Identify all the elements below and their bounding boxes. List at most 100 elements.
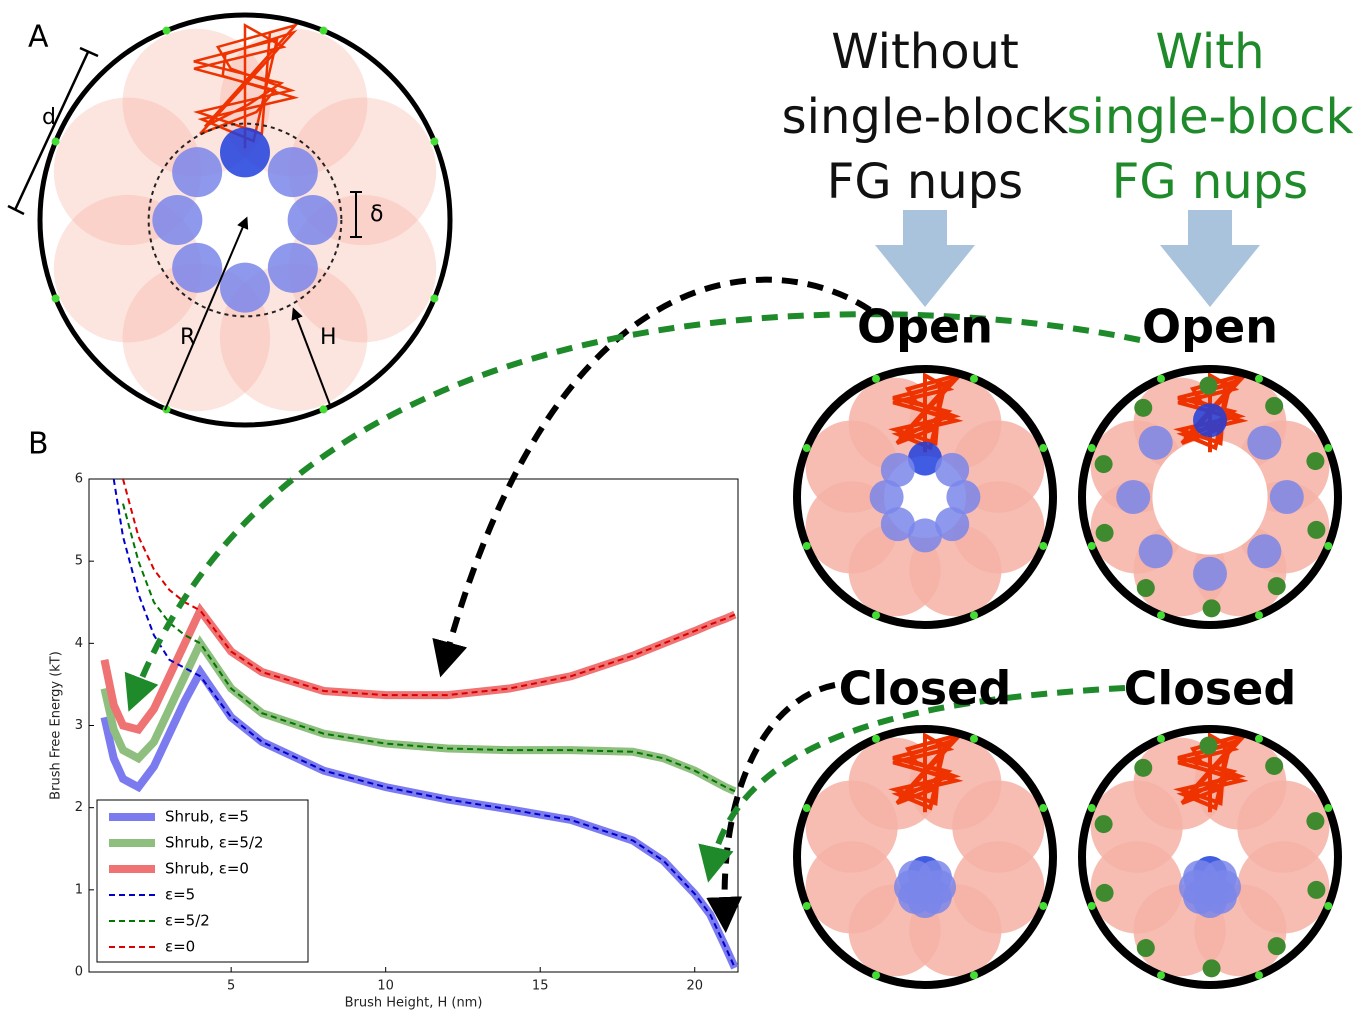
- fg-nup: [1268, 577, 1286, 595]
- x-tick-label: 5: [227, 979, 235, 994]
- panel-label: B: [28, 427, 49, 462]
- anchor: [163, 27, 171, 35]
- anchor: [1255, 611, 1263, 619]
- anchor: [1039, 804, 1047, 812]
- fg-nup: [1265, 757, 1283, 775]
- anchor: [1088, 444, 1096, 452]
- fg-nup: [1134, 399, 1152, 417]
- fg-nup: [1096, 884, 1114, 902]
- y-tick-label: 2: [75, 800, 83, 815]
- y-tick-label: 4: [75, 636, 83, 651]
- dim-label: H: [320, 325, 337, 350]
- state-label: Open: [857, 300, 993, 354]
- column-header: FG nups: [827, 154, 1023, 210]
- transport-site: [220, 263, 270, 313]
- anchor: [319, 405, 327, 413]
- legend-label: Shrub, ε=5: [165, 808, 249, 826]
- anchor: [803, 804, 811, 812]
- transport-site: [152, 195, 202, 245]
- transport-site: [268, 243, 318, 293]
- column-header: Without: [831, 24, 1019, 80]
- y-tick-label: 0: [75, 965, 83, 980]
- down-arrow: [875, 210, 975, 307]
- column-header: single-block: [782, 89, 1069, 145]
- y-tick-label: 5: [75, 554, 83, 569]
- state-label: Open: [1142, 300, 1278, 354]
- anchor: [970, 735, 978, 743]
- anchor: [1088, 804, 1096, 812]
- transport-site: [1139, 534, 1173, 568]
- anchor: [803, 902, 811, 910]
- fg-nup: [1137, 939, 1155, 957]
- legend-label: ε=5/2: [165, 912, 210, 930]
- panel-label: A: [28, 20, 49, 55]
- transport-site: [220, 127, 270, 177]
- x-tick-label: 15: [532, 979, 549, 994]
- fg-nup: [1095, 455, 1113, 473]
- transport-site: [172, 147, 222, 197]
- fg-nup: [1095, 815, 1113, 833]
- anchor: [970, 611, 978, 619]
- anchor: [803, 542, 811, 550]
- anchor: [1255, 735, 1263, 743]
- anchor: [1157, 611, 1165, 619]
- anchor: [1324, 444, 1332, 452]
- anchor: [430, 294, 438, 302]
- fg-nup: [1203, 599, 1221, 617]
- transport-site: [268, 147, 318, 197]
- anchor: [872, 375, 880, 383]
- anchor: [1324, 902, 1332, 910]
- anchor: [872, 971, 880, 979]
- fg-nup: [1137, 579, 1155, 597]
- legend-label: Shrub, ε=5/2: [165, 834, 264, 852]
- dim-label: R: [180, 325, 195, 350]
- fg-nup: [1199, 377, 1217, 395]
- fg-nup: [1268, 937, 1286, 955]
- column-header: FG nups: [1112, 154, 1308, 210]
- anchor: [52, 138, 60, 146]
- y-axis-label: Brush Free Energy (kT): [49, 651, 64, 800]
- x-tick-label: 20: [686, 979, 703, 994]
- legend-label: ε=5: [165, 886, 195, 904]
- transport-site: [1247, 426, 1281, 460]
- down-arrow: [1160, 210, 1260, 307]
- y-tick-label: 6: [75, 472, 83, 487]
- anchor: [1039, 902, 1047, 910]
- x-axis-label: Brush Height, H (nm): [345, 996, 483, 1011]
- fg-nup: [1265, 397, 1283, 415]
- state-label: Closed: [1124, 662, 1297, 716]
- anchor: [803, 444, 811, 452]
- anchor: [1039, 542, 1047, 550]
- anchor: [1324, 542, 1332, 550]
- anchor: [970, 971, 978, 979]
- fg-nup: [1134, 759, 1152, 777]
- anchor: [1255, 971, 1263, 979]
- fg-nup: [1307, 521, 1325, 539]
- transport-site: [172, 243, 222, 293]
- fg-brush: [952, 781, 1044, 873]
- anchor: [970, 375, 978, 383]
- fg-nup: [1306, 452, 1324, 470]
- anchor: [1324, 804, 1332, 812]
- anchor: [52, 294, 60, 302]
- fg-nup: [1306, 812, 1324, 830]
- anchor: [430, 138, 438, 146]
- anchor: [1039, 444, 1047, 452]
- anchor: [1157, 735, 1165, 743]
- transport-site: [1183, 860, 1217, 894]
- state-label: Closed: [839, 662, 1012, 716]
- anchor: [872, 735, 880, 743]
- column-header: single-block: [1067, 89, 1354, 145]
- legend-label: Shrub, ε=0: [165, 860, 249, 878]
- anchor: [1157, 375, 1165, 383]
- transport-site: [1247, 534, 1281, 568]
- transport-site: [288, 195, 338, 245]
- figure: A B d δ R H 01234565101520Brush Height, …: [0, 0, 1369, 1014]
- transport-site: [1139, 426, 1173, 460]
- dim-label: d: [42, 105, 56, 130]
- anchor: [1255, 375, 1263, 383]
- anchor: [319, 27, 327, 35]
- anchor: [872, 611, 880, 619]
- x-tick-label: 10: [377, 979, 394, 994]
